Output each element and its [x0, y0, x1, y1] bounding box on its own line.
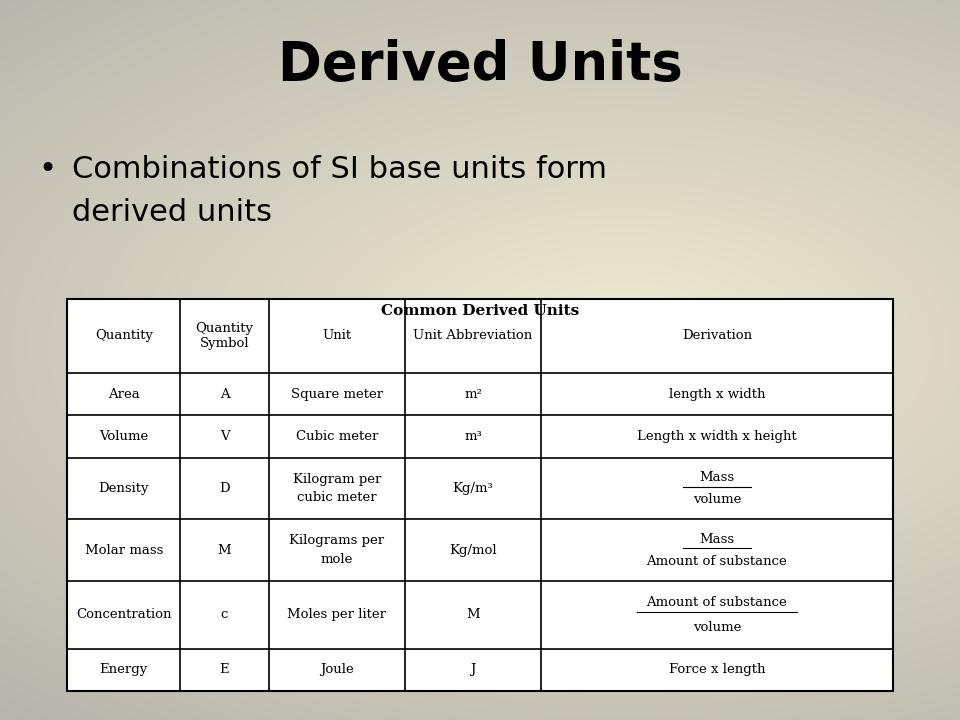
- Text: Square meter: Square meter: [291, 388, 383, 401]
- Text: Kg/m³: Kg/m³: [452, 482, 493, 495]
- Text: D: D: [219, 482, 229, 495]
- Text: M: M: [467, 608, 480, 621]
- FancyBboxPatch shape: [67, 299, 893, 691]
- Text: Energy: Energy: [100, 664, 148, 677]
- Text: mole: mole: [321, 553, 353, 566]
- Text: •: •: [38, 155, 57, 184]
- Text: cubic meter: cubic meter: [297, 491, 376, 505]
- Text: Force x length: Force x length: [669, 664, 765, 677]
- Text: J: J: [470, 664, 475, 677]
- Text: Moles per liter: Moles per liter: [287, 608, 386, 621]
- Text: Derivation: Derivation: [682, 330, 752, 343]
- Text: Quantity
Symbol: Quantity Symbol: [196, 322, 253, 350]
- Text: Area: Area: [108, 388, 139, 401]
- Text: Combinations of SI base units form: Combinations of SI base units form: [72, 155, 607, 184]
- Text: Amount of substance: Amount of substance: [647, 596, 787, 609]
- Text: M: M: [218, 544, 231, 557]
- Text: Quantity: Quantity: [95, 330, 153, 343]
- Text: Mass: Mass: [700, 471, 734, 484]
- Text: Mass: Mass: [700, 533, 734, 546]
- Text: m²: m²: [464, 388, 482, 401]
- Text: Cubic meter: Cubic meter: [296, 430, 378, 444]
- Text: length x width: length x width: [669, 388, 765, 401]
- Text: Joule: Joule: [320, 664, 353, 677]
- Text: Kilogram per: Kilogram per: [293, 473, 381, 486]
- Text: Amount of substance: Amount of substance: [647, 554, 787, 568]
- Text: Density: Density: [99, 482, 149, 495]
- Text: Molar mass: Molar mass: [84, 544, 163, 557]
- Text: Derived Units: Derived Units: [277, 39, 683, 91]
- Text: Common Derived Units: Common Derived Units: [381, 304, 579, 318]
- Text: Volume: Volume: [99, 430, 149, 444]
- Text: volume: volume: [693, 493, 741, 506]
- Text: V: V: [220, 430, 229, 444]
- Text: Kilograms per: Kilograms per: [289, 534, 384, 547]
- Text: Concentration: Concentration: [76, 608, 172, 621]
- Text: Unit Abbreviation: Unit Abbreviation: [414, 330, 533, 343]
- Text: Unit: Unit: [323, 330, 351, 343]
- Text: derived units: derived units: [72, 198, 272, 227]
- Text: Length x width x height: Length x width x height: [637, 430, 797, 444]
- Text: Kg/mol: Kg/mol: [449, 544, 496, 557]
- Text: m³: m³: [464, 430, 482, 444]
- Text: A: A: [220, 388, 229, 401]
- Text: c: c: [221, 608, 228, 621]
- Text: E: E: [220, 664, 229, 677]
- Text: volume: volume: [693, 621, 741, 634]
